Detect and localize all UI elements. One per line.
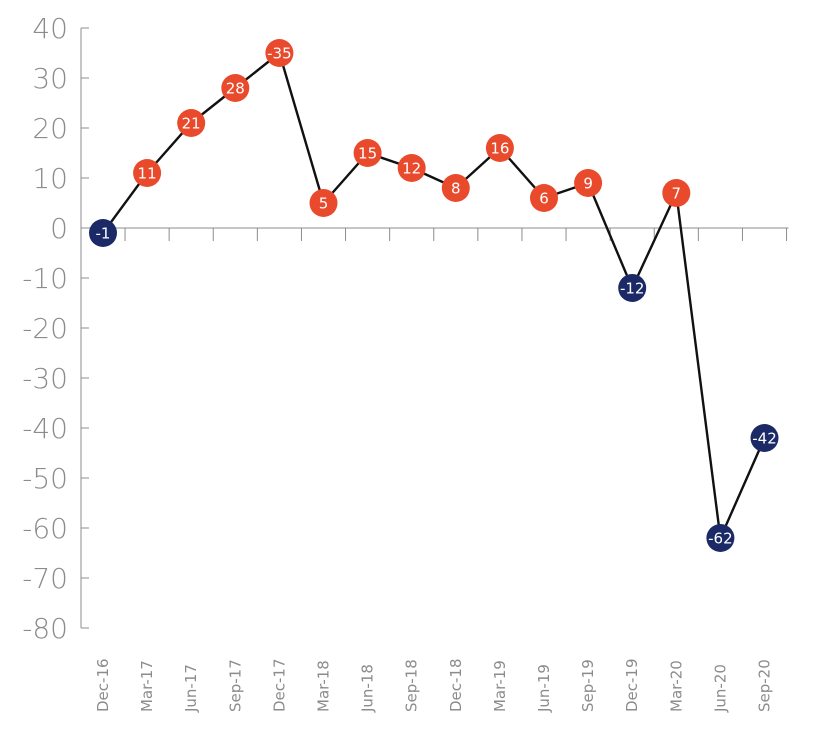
y-tick-label: 20: [32, 112, 68, 145]
data-point: [750, 424, 779, 452]
data-point: [353, 139, 382, 167]
y-axis: 40 30 20 10 0 -10 -20 -30 -40 -50 -60 -70 -80: [22, 12, 89, 645]
series-line: [102, 51, 766, 540]
data-point: [265, 39, 294, 67]
x-tick-label: Jun-17: [182, 664, 200, 713]
x-axis: Dec-16 Mar-17 Jun-17 Sep-17 Dec-17 Mar-18 Jun-…: [81, 227, 789, 713]
data-label: 5: [319, 195, 329, 213]
data-label: 21: [182, 115, 201, 133]
y-tick-label: -20: [22, 312, 68, 345]
y-tick-label: 0: [50, 212, 68, 245]
data-label: -62: [708, 530, 733, 548]
data-point: [662, 179, 691, 207]
data-point: [485, 134, 514, 162]
data-point: [177, 109, 206, 137]
x-tick-label: Mar-19: [491, 660, 509, 712]
x-tick-label: Dec-16: [94, 658, 112, 712]
data-point: [441, 174, 470, 202]
data-label: 16: [490, 140, 509, 158]
y-tick-label: -60: [22, 512, 68, 545]
data-point: [574, 169, 603, 197]
data-point: [706, 524, 735, 552]
y-tick-label: 30: [32, 62, 68, 95]
series: -1 11 21 28 -35 5 15 12 8 16 6 9 -12 7 -62 -42: [89, 39, 779, 552]
data-point: [618, 274, 647, 302]
x-tick-label: Mar-17: [138, 660, 156, 712]
data-label: 6: [539, 190, 549, 208]
data-point: [133, 159, 162, 187]
x-tick-label: Jun-18: [359, 664, 377, 713]
data-label: -35: [267, 45, 292, 63]
y-tick-label: 10: [32, 162, 68, 195]
x-tick-label: Dec-18: [447, 658, 465, 712]
data-label: 15: [358, 145, 377, 163]
x-tick-label: Sep-17: [226, 659, 244, 712]
data-label: 11: [138, 165, 157, 183]
x-tick-label: Sep-20: [756, 659, 774, 712]
data-point: [89, 219, 117, 247]
data-label: 7: [672, 185, 682, 203]
y-tick-label: -30: [22, 362, 68, 395]
data-point: [221, 74, 250, 102]
y-tick-label: -40: [22, 412, 68, 445]
x-tick-label: Jun-19: [535, 664, 553, 713]
data-point: [309, 189, 338, 217]
x-tick-label: Jun-20: [711, 664, 729, 713]
y-tick-label: -50: [22, 462, 68, 495]
x-tick-label: Dec-17: [270, 658, 288, 712]
data-label: -1: [96, 225, 111, 243]
data-label: 9: [583, 175, 593, 193]
y-tick-label: -70: [22, 562, 68, 595]
y-tick-label: -80: [22, 612, 68, 645]
y-tick-label: 40: [32, 12, 68, 45]
x-tick-label: Dec-19: [623, 658, 641, 712]
data-point: [530, 184, 558, 212]
x-tick-label: Sep-19: [579, 659, 597, 712]
x-tick-label: Mar-18: [315, 660, 333, 712]
x-tick-label: Sep-18: [403, 659, 421, 712]
data-label: -42: [752, 430, 777, 448]
data-label: 28: [226, 80, 245, 98]
data-point: [397, 154, 426, 182]
data-label: -12: [620, 280, 645, 298]
y-tick-label: -10: [22, 262, 68, 295]
x-tick-label: Mar-20: [667, 660, 685, 712]
data-label: 12: [402, 160, 421, 178]
data-label: 8: [451, 180, 461, 198]
